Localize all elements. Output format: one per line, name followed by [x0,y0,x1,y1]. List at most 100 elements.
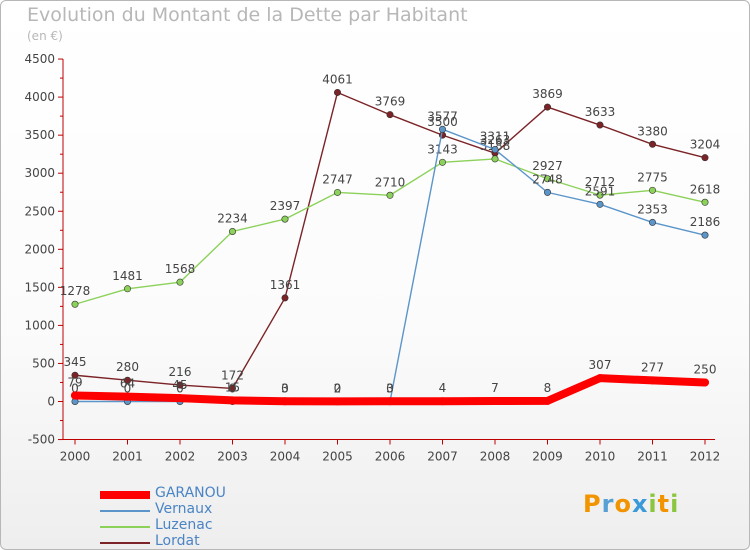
data-point [596,374,604,383]
data-point [124,285,132,293]
data-label: 3 [281,381,289,395]
x-tick-label: 2005 [322,450,353,464]
data-label: 3311 [480,130,511,144]
x-tick-label: 2003 [217,450,248,464]
data-label: 216 [169,365,192,379]
data-label: 4061 [322,72,353,86]
y-tick-label: 2500 [24,204,55,218]
legend-swatch [100,491,150,499]
data-label: 0 [229,382,237,396]
data-point [176,278,184,286]
legend-swatch [100,542,150,544]
data-label: 3500 [427,115,458,129]
data-point [438,397,447,406]
y-tick-label: 3000 [24,166,55,180]
data-point [596,191,604,199]
data-point [229,227,237,235]
data-label: 1568 [165,262,196,276]
data-point [701,198,709,206]
x-tick-label: 2002 [165,450,196,464]
x-tick-label: 2007 [427,450,458,464]
data-point [491,396,499,405]
data-label: 8 [544,381,552,395]
data-label: 277 [641,360,664,374]
data-point [281,294,289,302]
data-label: 345 [64,355,87,369]
logo-letter: P [583,490,602,518]
y-tick-label: 0 [47,395,55,409]
x-tick-label: 2010 [585,450,616,464]
data-point [281,215,289,223]
data-label: 2712 [585,175,616,189]
data-point [543,188,551,196]
y-tick-label: -500 [28,433,55,447]
data-label: 280 [116,360,139,374]
chart-subtitle: (en €) [27,29,63,43]
data-point [438,125,446,133]
data-label: 250 [694,362,717,376]
data-label: 172 [221,368,244,382]
data-label: 2353 [637,202,668,216]
x-tick-label: 2001 [112,450,143,464]
data-label: 2234 [217,211,248,225]
data-label: 3188 [480,139,511,153]
x-tick-label: 2008 [480,450,511,464]
x-tick-label: 2012 [690,450,721,464]
data-label: 1361 [270,278,301,292]
x-tick-label: 2006 [375,450,406,464]
data-point [543,396,552,405]
logo-letter: r [601,490,615,518]
data-point [491,155,499,163]
data-label: 1481 [112,269,143,283]
legend-label: Luzenac [155,517,213,533]
data-point [333,397,342,406]
data-label: 3380 [637,124,668,138]
legend-label: Vernaux [155,501,213,517]
data-label: 2710 [375,175,406,189]
data-label: 3204 [690,138,721,152]
data-label: 2748 [532,172,563,186]
data-label: 2775 [637,170,668,184]
data-label: 3633 [585,105,616,119]
data-label: 3143 [427,142,458,156]
data-point [176,381,184,389]
legend-label: Lordat [155,533,200,549]
data-point [648,218,656,226]
data-label: 3 [386,381,394,395]
x-tick-label: 2000 [60,450,91,464]
data-label: 4 [439,381,447,395]
data-point [701,378,709,387]
proxiti-logo: Proxiti [583,490,679,518]
x-tick-label: 2011 [637,450,668,464]
legend-swatch [100,510,150,512]
data-point [176,394,184,403]
data-label: 45 [172,378,187,392]
y-tick-label: 3500 [24,128,55,142]
y-tick-label: 4500 [24,52,55,66]
data-point [229,384,237,392]
data-label: 3263 [480,133,511,147]
logo-letter: o [614,490,632,518]
data-label: 3769 [375,95,406,109]
data-point [71,391,79,400]
data-point [596,121,604,129]
data-label: 307 [589,358,612,372]
x-tick-label: 2004 [270,450,301,464]
data-point [281,397,289,406]
data-point [701,231,709,239]
x-tick-label: 2009 [532,450,563,464]
data-label: 0 [176,382,184,396]
data-label: 2747 [322,172,353,186]
data-point [648,140,656,148]
data-point [596,200,604,208]
data-point [123,392,132,401]
data-label: 0 [281,382,289,396]
series-line-lordat [74,91,706,390]
data-label: 2186 [690,215,721,229]
data-point [333,88,341,96]
y-tick-label: 1000 [24,318,55,332]
data-point [438,158,446,166]
data-label: 0 [334,382,342,396]
